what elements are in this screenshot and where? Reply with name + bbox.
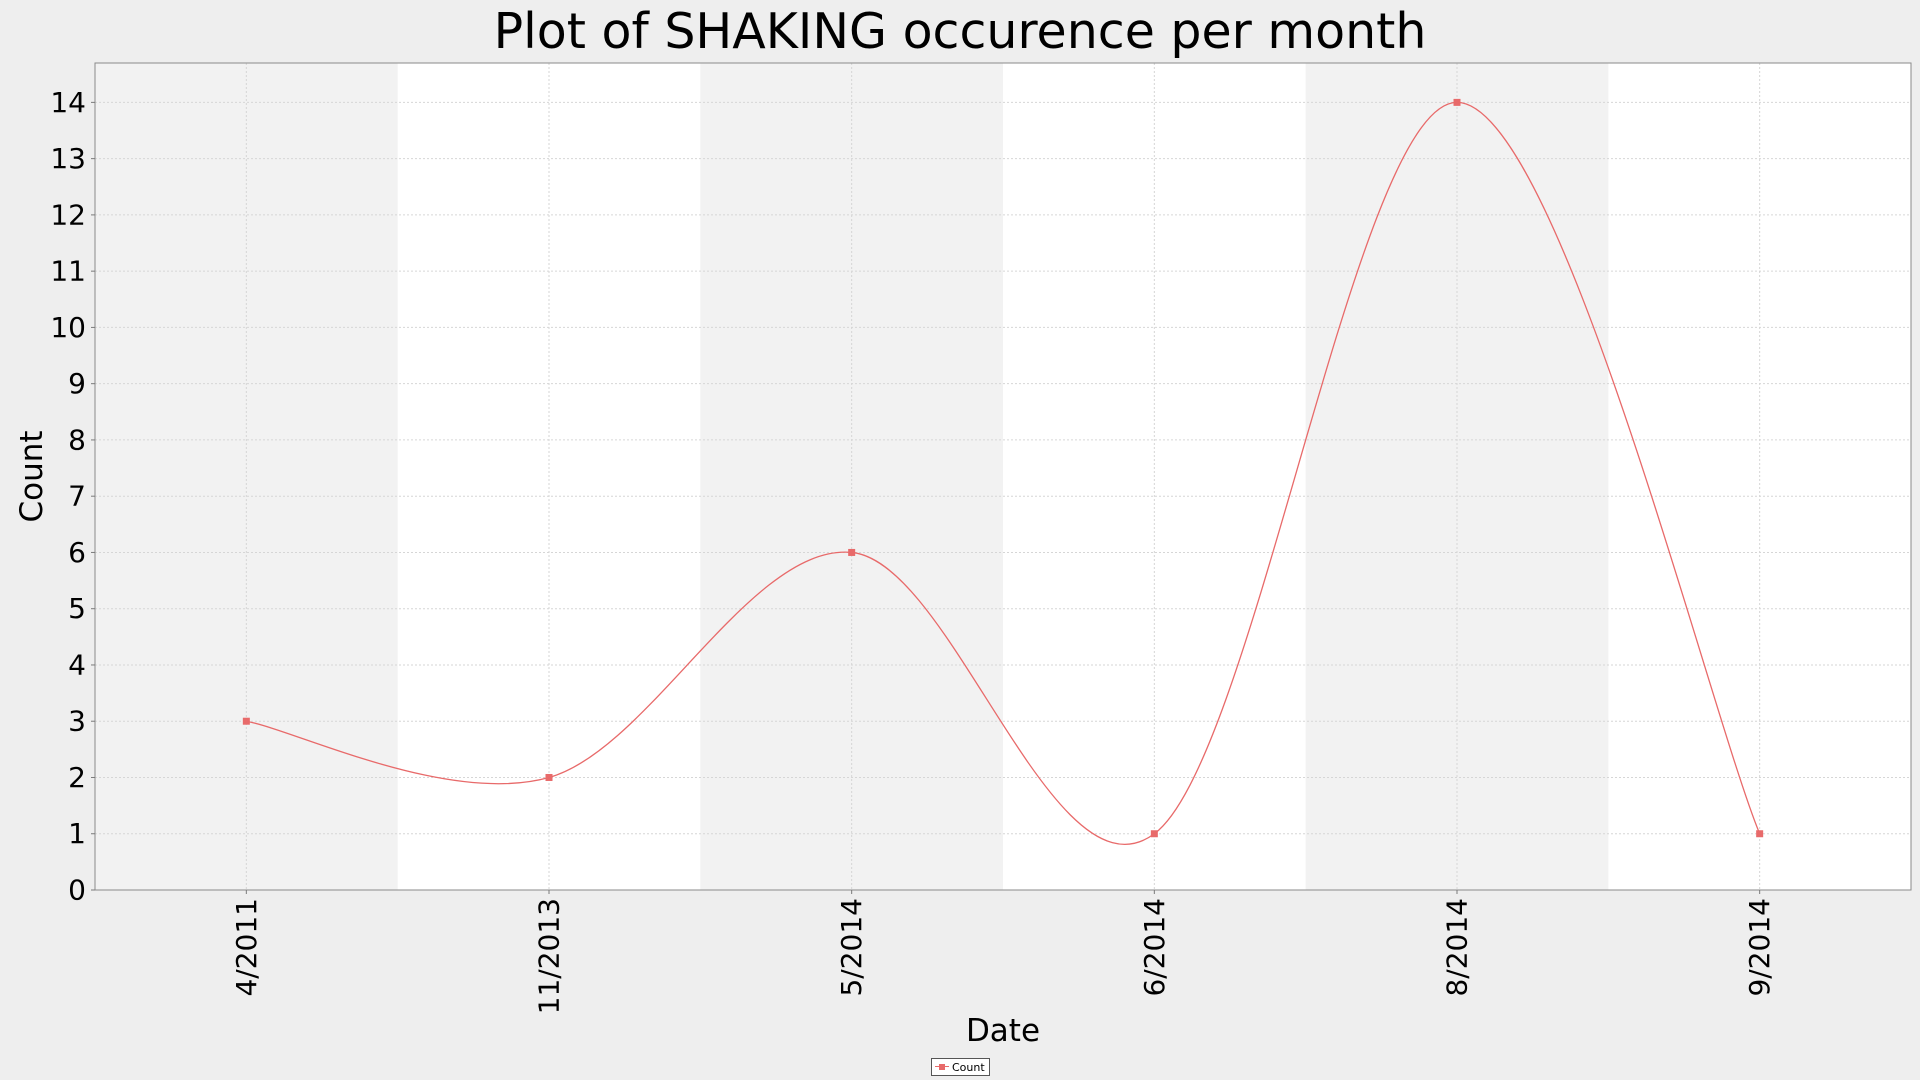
x-tick-label: 6/2014 [1138, 898, 1171, 997]
y-tick-label: 9 [68, 367, 86, 400]
y-tick-label: 0 [68, 874, 86, 907]
y-tick-label: 7 [68, 480, 86, 513]
y-tick-label: 1 [68, 817, 86, 850]
x-axis-label: Date [966, 1013, 1040, 1049]
y-tick-label: 8 [68, 423, 86, 456]
data-point [1756, 830, 1764, 838]
legend-marker-icon [939, 1064, 945, 1070]
series-layer [242, 98, 1764, 845]
y-tick-label: 11 [50, 255, 86, 288]
y-tick-label: 4 [68, 648, 86, 681]
plot-frame [94, 62, 1912, 891]
x-tick-label: 4/2011 [230, 898, 263, 997]
legend-label-count: Count [952, 1060, 985, 1074]
series-line-count [246, 101, 1761, 845]
data-point [242, 717, 250, 725]
x-tick-label: 11/2013 [533, 898, 566, 1014]
y-tick-label: 10 [50, 311, 86, 344]
data-point [1150, 830, 1158, 838]
data-point [545, 773, 553, 781]
y-tick-label: 12 [50, 198, 86, 231]
x-tick-label: 8/2014 [1441, 898, 1474, 997]
data-point [1453, 98, 1461, 106]
legend-swatch-count [935, 1062, 949, 1072]
x-tick-label: 5/2014 [835, 898, 868, 997]
y-tick-label: 2 [68, 761, 86, 794]
gridlines [95, 63, 1911, 890]
y-tick-label: 13 [50, 142, 86, 175]
data-point [848, 548, 856, 556]
y-axis-label: Count [14, 430, 50, 522]
category-bands [95, 63, 1911, 890]
chart-title: Plot of SHAKING occurence per month [493, 3, 1427, 60]
y-tick-label: 3 [68, 705, 86, 738]
x-tick-label: 9/2014 [1743, 898, 1776, 997]
y-tick-label: 5 [68, 592, 86, 625]
x-axis-ticks: 4/2011 11/2013 5/2014 6/2014 8/2014 9/2014 [230, 890, 1776, 1014]
y-tick-label: 14 [50, 86, 86, 119]
y-tick-label: 6 [68, 536, 86, 569]
legend: Count [931, 1058, 990, 1076]
